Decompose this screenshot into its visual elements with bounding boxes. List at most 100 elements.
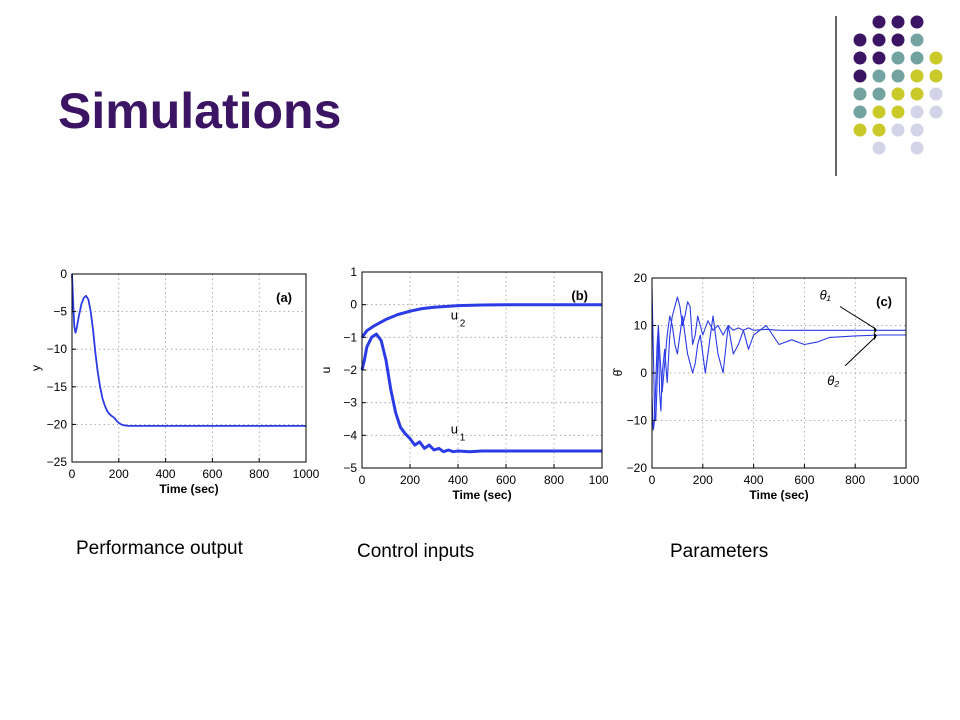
x-tick-label: 600 <box>202 467 222 481</box>
deco-dot <box>853 51 867 65</box>
slide-title: Simulations <box>58 83 342 139</box>
deco-dot <box>891 15 905 29</box>
deco-dot <box>872 51 886 65</box>
x-tick-label: 400 <box>156 467 176 481</box>
y-tick-label: −5 <box>343 461 357 475</box>
y-tick-label: 0 <box>640 366 647 380</box>
x-tick-label: 1000 <box>293 467 320 481</box>
deco-dot <box>872 123 886 137</box>
x-tick-label: 600 <box>794 473 814 487</box>
deco-dot <box>853 69 867 83</box>
x-tick-label: 200 <box>400 473 420 487</box>
y-tick-label: −3 <box>343 396 357 410</box>
y-axis-label: θ̂ <box>612 368 625 377</box>
deco-dot <box>891 105 905 119</box>
deco-dot <box>853 87 867 101</box>
y-tick-label: −20 <box>627 461 648 475</box>
deco-dot <box>910 87 924 101</box>
caption-performance-output: Performance output <box>76 538 243 559</box>
y-tick-label: 0 <box>350 298 357 312</box>
x-tick-label: 800 <box>249 467 269 481</box>
deco-dot <box>891 123 905 137</box>
y-tick-label: −2 <box>343 363 357 377</box>
caption-control-inputs: Control inputs <box>357 541 475 562</box>
y-tick-label: −10 <box>47 342 68 356</box>
deco-dot <box>872 33 886 47</box>
deco-dot <box>891 51 905 65</box>
x-tick-label: 800 <box>845 473 865 487</box>
deco-dot <box>910 33 924 47</box>
y-tick-label: −20 <box>47 417 68 431</box>
x-tick-label: 1000 <box>893 473 920 487</box>
plot-frame <box>71 273 307 463</box>
deco-dot <box>872 141 886 155</box>
x-tick-label: 400 <box>744 473 764 487</box>
deco-dot <box>872 87 886 101</box>
x-tick-label: 600 <box>496 473 516 487</box>
deco-dot <box>910 69 924 83</box>
deco-dot <box>910 51 924 65</box>
deco-dot <box>910 123 924 137</box>
deco-dot <box>910 105 924 119</box>
decorative-dots <box>835 15 943 176</box>
x-axis-label: Time (sec) <box>452 488 511 502</box>
y-tick-label: −15 <box>47 380 68 394</box>
deco-dot <box>853 105 867 119</box>
series-line-1 <box>71 273 306 427</box>
x-axis-label: Time (sec) <box>749 488 808 502</box>
series-label-u2: u <box>451 307 458 322</box>
y-tick-label: 1 <box>350 265 357 279</box>
y-tick-label: −4 <box>343 428 357 442</box>
deco-dot <box>891 87 905 101</box>
chart-parameters: 0 200 400 600 800 1000 20 10 0 −10 −20 Time (sec) θ̂… <box>612 271 920 502</box>
deco-dot <box>929 51 943 65</box>
deco-dot <box>910 15 924 29</box>
deco-dot <box>872 69 886 83</box>
arrowhead-theta2 <box>873 332 877 341</box>
y-tick-label: −10 <box>627 414 648 428</box>
chart-performance-output: 0 200 400 600 800 1000 0 −5 −10 −15 −20 −25 Time (se… <box>29 267 320 496</box>
x-tick-label: 200 <box>693 473 713 487</box>
deco-dot <box>853 33 867 47</box>
y-tick-label: −25 <box>47 455 68 469</box>
series-line-2 <box>651 315 906 431</box>
series-label-u1-sub: 1 <box>460 433 466 444</box>
series-line-2 <box>360 332 602 454</box>
deco-dot <box>853 123 867 137</box>
panel-label: (b) <box>571 288 588 303</box>
arrow-theta2 <box>844 336 876 367</box>
deco-dot <box>929 105 943 119</box>
x-tick-label: 800 <box>544 473 564 487</box>
panel-label: (c) <box>876 294 892 309</box>
deco-dot <box>872 15 886 29</box>
x-tick-label: 200 <box>109 467 129 481</box>
annotation-theta1: θ₁ <box>820 287 831 302</box>
arrow-theta1 <box>839 306 876 330</box>
y-tick-label: −5 <box>53 305 67 319</box>
chart-control-inputs: 0 200 400 600 800 1000 1 0 −1 −2 −3 −4 −5 Time (sec) u… <box>320 265 608 502</box>
x-axis-label: Time (sec) <box>159 482 218 496</box>
deco-dot <box>929 87 943 101</box>
y-axis-label: y <box>29 365 43 371</box>
x-tick-label: 0 <box>359 473 366 487</box>
y-tick-label: 20 <box>634 271 648 285</box>
x-tick-label: 400 <box>448 473 468 487</box>
series-label-u1: u <box>451 422 458 437</box>
annotation-theta2: θ₂ <box>827 373 839 388</box>
deco-dot <box>891 69 905 83</box>
x-tick-label: 1000 <box>589 473 608 487</box>
x-tick-label: 0 <box>649 473 656 487</box>
y-tick-label: 0 <box>60 267 67 281</box>
deco-dot <box>910 141 924 155</box>
y-axis-label: u <box>320 367 333 374</box>
series-line-1 <box>360 303 602 339</box>
x-tick-label: 0 <box>69 467 76 481</box>
deco-dot <box>891 33 905 47</box>
series-label-u2-sub: 2 <box>460 318 466 329</box>
deco-dot <box>929 69 943 83</box>
deco-dot <box>872 105 886 119</box>
y-tick-label: −1 <box>343 330 357 344</box>
caption-parameters: Parameters <box>670 541 769 562</box>
panel-label: (a) <box>276 290 292 305</box>
series-line-1 <box>651 287 906 422</box>
